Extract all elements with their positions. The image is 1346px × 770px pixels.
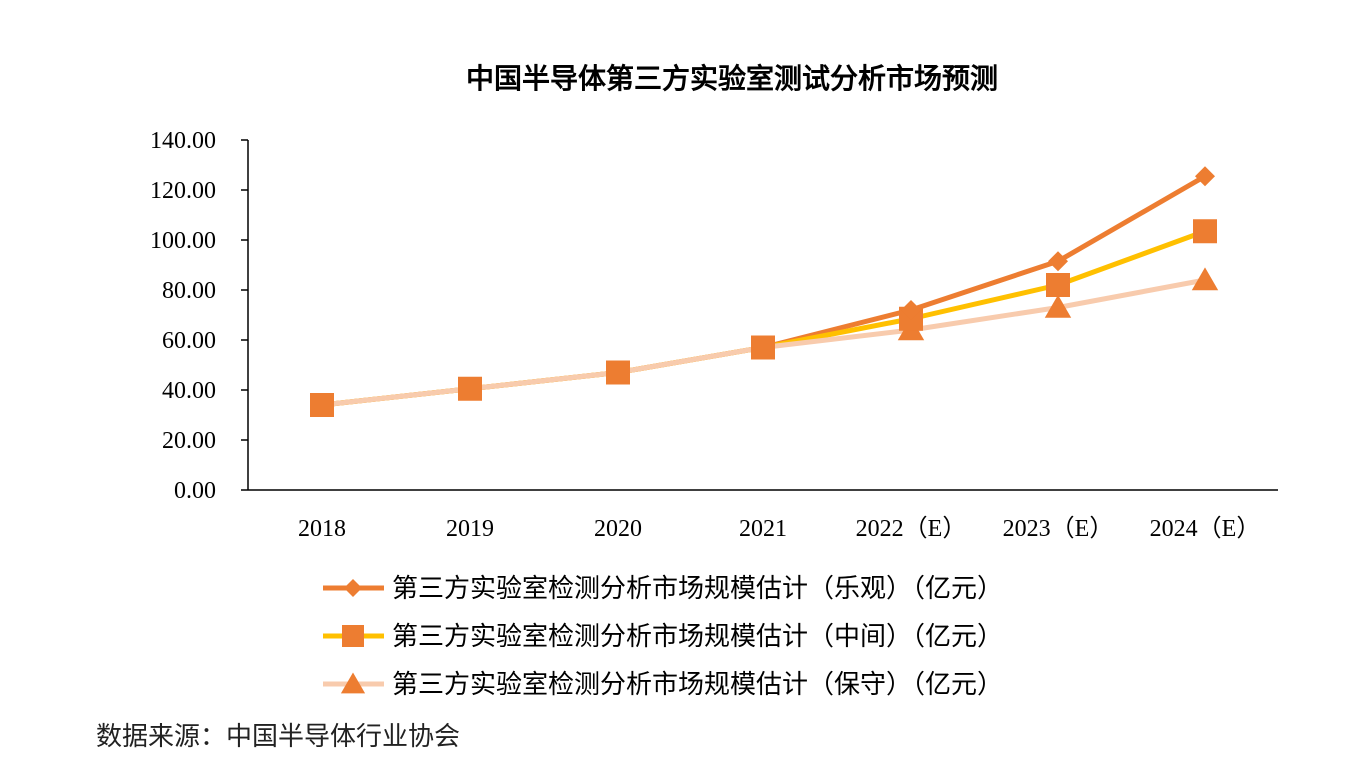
marker-square bbox=[458, 376, 482, 401]
x-tick-label: 2018 bbox=[298, 516, 346, 542]
legend-label: 第三方实验室检测分析市场规模估计（乐观）（亿元） bbox=[392, 574, 1003, 604]
marker-square bbox=[1046, 273, 1070, 297]
marker-triangle bbox=[340, 672, 366, 694]
marker-diamond bbox=[344, 579, 362, 597]
marker-diamond bbox=[1195, 166, 1215, 187]
chart-title: 中国半导体第三方实验室测试分析市场预测 bbox=[466, 62, 998, 95]
legend-label: 第三方实验室检测分析市场规模估计（保守）（亿元） bbox=[392, 670, 1003, 700]
y-tick-label: 60.00 bbox=[162, 328, 216, 354]
y-tick-label: 40.00 bbox=[162, 378, 216, 404]
series-markers bbox=[310, 166, 1219, 417]
legend-label: 第三方实验室检测分析市场规模估计（中间）（亿元） bbox=[392, 622, 1003, 652]
data-source-note: 数据来源：中国半导体行业协会 bbox=[96, 722, 461, 752]
series-lines bbox=[321, 174, 1207, 408]
y-tick-label: 140.00 bbox=[150, 128, 216, 154]
y-tick-label: 100.00 bbox=[150, 228, 216, 254]
y-tick-label: 20.00 bbox=[162, 428, 216, 454]
legend: 第三方实验室检测分析市场规模估计（乐观）（亿元） 第三方实验室检测分析市场规模估计… bbox=[323, 574, 1003, 700]
marker-triangle bbox=[1191, 267, 1219, 291]
marker-square bbox=[310, 393, 334, 417]
marker-diamond bbox=[1048, 251, 1068, 272]
x-tick-label: 2024（E） bbox=[1150, 516, 1261, 542]
x-tick-label: 2020 bbox=[594, 516, 642, 542]
y-tick-label: 0.00 bbox=[174, 478, 216, 504]
marker-square bbox=[1193, 219, 1217, 244]
x-tick-label: 2022（E） bbox=[856, 516, 967, 542]
marker-diamond bbox=[901, 300, 921, 320]
x-tick-label: 2023（E） bbox=[1003, 516, 1114, 542]
line-chart: 中国半导体第三方实验室测试分析市场预测 0.00 20.00 40.00 60.00 8… bbox=[150, 62, 1278, 700]
series-line bbox=[321, 174, 1207, 408]
marker-square bbox=[606, 360, 630, 385]
y-tick-label: 80.00 bbox=[162, 278, 216, 304]
x-tick-label: 2021 bbox=[739, 516, 787, 542]
y-tick-label: 120.00 bbox=[150, 178, 216, 204]
marker-square bbox=[751, 335, 775, 360]
marker-triangle bbox=[1044, 294, 1072, 318]
axes: 0.00 20.00 40.00 60.00 80.00 100.00 120.00 140.… bbox=[150, 128, 1278, 542]
x-tick-label: 2019 bbox=[446, 516, 494, 542]
series-line bbox=[321, 228, 1206, 408]
marker-square bbox=[342, 625, 364, 647]
